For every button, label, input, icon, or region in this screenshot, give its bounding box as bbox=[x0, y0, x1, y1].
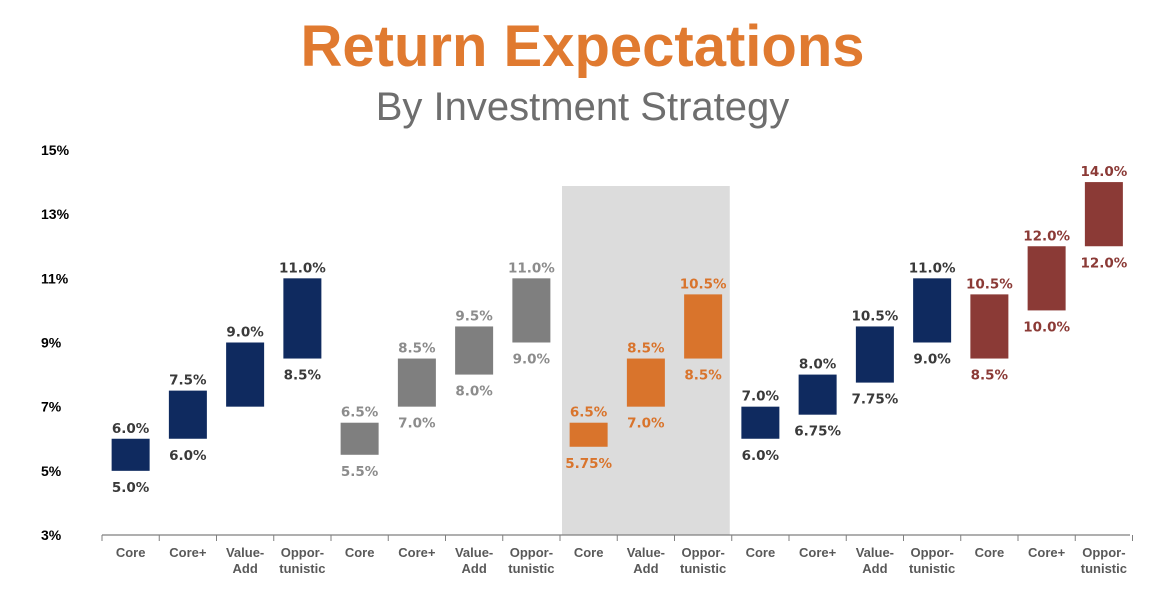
x-category-label: Oppor- bbox=[1082, 545, 1125, 560]
high-value-label: 7.0% bbox=[742, 389, 780, 405]
x-category-label: Core bbox=[345, 545, 375, 560]
low-value-label: 12.0% bbox=[1080, 255, 1127, 271]
range-bar bbox=[168, 390, 207, 439]
low-value-label: 8.5% bbox=[684, 368, 722, 384]
x-category-label: Core+ bbox=[799, 545, 837, 560]
range-bar bbox=[455, 326, 494, 375]
high-value-label: 10.5% bbox=[680, 276, 727, 292]
range-bar bbox=[512, 278, 551, 343]
low-value-label: 6.75% bbox=[794, 424, 841, 440]
x-category-label: Core+ bbox=[169, 545, 207, 560]
high-value-label: 8.5% bbox=[398, 341, 436, 357]
x-category-label: Value- bbox=[455, 545, 493, 560]
low-value-label: 8.5% bbox=[971, 368, 1009, 384]
low-value-label: 10.0% bbox=[1023, 319, 1070, 335]
y-tick-label: 9% bbox=[41, 335, 62, 351]
x-category-label: Core+ bbox=[398, 545, 436, 560]
x-category-label: Core+ bbox=[1028, 545, 1066, 560]
range-bar bbox=[569, 422, 608, 447]
low-value-label: 5.0% bbox=[112, 480, 150, 496]
low-value-label: 8.5% bbox=[284, 368, 322, 384]
high-value-label: 10.5% bbox=[851, 308, 898, 324]
y-tick-label: 11% bbox=[41, 270, 69, 286]
low-value-label: 5.5% bbox=[341, 464, 379, 480]
range-bar bbox=[626, 358, 665, 407]
range-bar bbox=[283, 278, 322, 359]
high-value-label: 8.5% bbox=[627, 341, 665, 357]
range-bar bbox=[741, 406, 780, 439]
x-category-label: tunistic bbox=[680, 561, 726, 576]
high-value-label: 8.0% bbox=[799, 357, 837, 373]
x-category-label: tunistic bbox=[508, 561, 554, 576]
range-bar bbox=[340, 422, 379, 455]
y-tick-label: 5% bbox=[41, 463, 62, 479]
x-category-label: Core bbox=[116, 545, 146, 560]
high-value-label: 6.5% bbox=[570, 405, 608, 421]
low-value-label: 6.0% bbox=[169, 448, 207, 464]
low-value-label: 5.75% bbox=[565, 456, 612, 472]
high-value-label: 14.0% bbox=[1080, 164, 1127, 180]
range-bar bbox=[226, 342, 265, 407]
x-category-label: Add bbox=[461, 561, 486, 576]
x-category-label: Core bbox=[975, 545, 1005, 560]
low-value-label: 8.0% bbox=[455, 384, 493, 400]
x-category-label: tunistic bbox=[909, 561, 955, 576]
y-tick-label: 15% bbox=[41, 142, 70, 158]
high-value-label: 6.0% bbox=[112, 421, 150, 437]
x-category-label: Add bbox=[633, 561, 658, 576]
low-value-label: 7.75% bbox=[851, 392, 898, 408]
high-value-label: 11.0% bbox=[508, 260, 555, 276]
chart-title: Return Expectations bbox=[300, 14, 865, 79]
range-bar bbox=[1084, 182, 1123, 247]
low-value-label: 7.0% bbox=[627, 416, 665, 432]
low-value-label: 9.0% bbox=[513, 352, 551, 368]
high-value-label: 9.0% bbox=[226, 325, 264, 341]
x-category-label: Core bbox=[574, 545, 604, 560]
x-category-label: Oppor- bbox=[910, 545, 953, 560]
high-value-label: 10.5% bbox=[966, 276, 1013, 292]
low-value-label: 7.0% bbox=[398, 416, 436, 432]
x-category-label: Oppor- bbox=[281, 545, 324, 560]
y-tick-label: 3% bbox=[41, 527, 62, 543]
high-value-label: 11.0% bbox=[909, 260, 956, 276]
low-value-label: 9.0% bbox=[913, 352, 951, 368]
x-category-label: tunistic bbox=[279, 561, 325, 576]
x-category-label: Oppor- bbox=[681, 545, 724, 560]
range-bar bbox=[1027, 246, 1066, 311]
range-bar bbox=[111, 438, 150, 471]
range-bar bbox=[970, 294, 1009, 359]
range-bar bbox=[913, 278, 952, 343]
high-value-label: 7.5% bbox=[169, 373, 207, 389]
x-category-label: Core bbox=[746, 545, 776, 560]
high-value-label: 6.5% bbox=[341, 405, 379, 421]
y-tick-label: 7% bbox=[41, 399, 62, 415]
high-value-label: 12.0% bbox=[1023, 228, 1070, 244]
x-category-label: Oppor- bbox=[510, 545, 553, 560]
range-bar bbox=[798, 374, 837, 415]
high-value-label: 9.5% bbox=[455, 308, 493, 324]
x-category-label: Value- bbox=[627, 545, 665, 560]
x-category-label: Add bbox=[232, 561, 257, 576]
x-category-label: Value- bbox=[226, 545, 264, 560]
range-bar bbox=[855, 326, 894, 383]
high-value-label: 11.0% bbox=[279, 260, 326, 276]
range-bar bbox=[684, 294, 723, 359]
x-category-label: Add bbox=[862, 561, 887, 576]
y-tick-label: 13% bbox=[41, 206, 70, 222]
range-bar bbox=[397, 358, 436, 407]
x-category-label: Value- bbox=[856, 545, 894, 560]
x-category-label: tunistic bbox=[1081, 561, 1127, 576]
chart-subtitle: By Investment Strategy bbox=[375, 85, 790, 129]
low-value-label: 6.0% bbox=[742, 448, 780, 464]
